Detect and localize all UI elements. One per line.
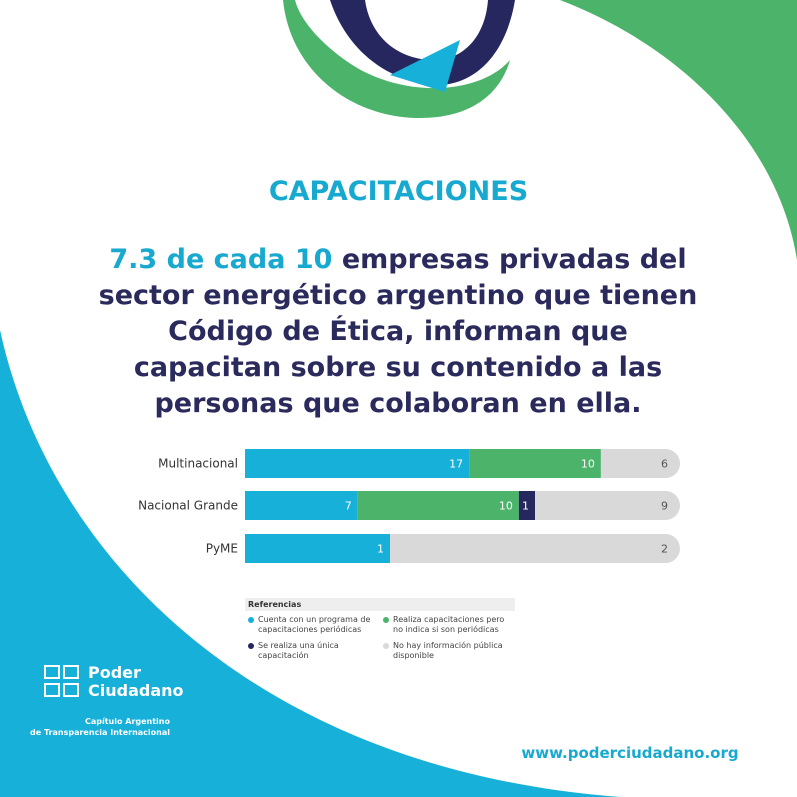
value-label: 1 bbox=[377, 543, 384, 556]
category-label: Nacional Grande bbox=[138, 499, 238, 513]
chart: Multinacional 17 10 6 Nacional Grande 7 10 1 9 Py… bbox=[138, 449, 680, 563]
website: www.poderciudadano.org bbox=[521, 744, 739, 762]
bar-segment bbox=[600, 449, 680, 478]
value-label: 2 bbox=[661, 543, 668, 556]
legend-item: Realiza capacitaciones pero no indica si… bbox=[380, 615, 515, 635]
section-title: CAPACITACIONES bbox=[268, 176, 529, 207]
value-label: 17 bbox=[449, 458, 463, 471]
headline-highlight: 7.3 de cada 10 bbox=[109, 244, 333, 275]
legend-swatch bbox=[248, 643, 254, 649]
chapter-line: Capítulo Argentino bbox=[84, 717, 170, 726]
legend-label: Realiza capacitaciones pero no indica si… bbox=[393, 615, 505, 634]
value-label: 7 bbox=[345, 500, 352, 513]
legend-label: Se realiza una única capacitación bbox=[258, 641, 339, 660]
legend: Referencias Cuenta con un programa de ca… bbox=[245, 598, 515, 667]
headline: 7.3 de cada 10 empresas privadas del sec… bbox=[98, 242, 698, 422]
bar-segment bbox=[245, 491, 358, 520]
legend-item: No hay información pública disponible bbox=[380, 641, 515, 661]
bar-segment bbox=[245, 449, 470, 478]
chapter: Capítulo Argentino de Transparencia Inter… bbox=[30, 716, 170, 738]
bar-segment bbox=[469, 449, 601, 478]
legend-title: Referencias bbox=[245, 598, 515, 611]
legend-swatch bbox=[383, 617, 389, 623]
legend-label: No hay información pública disponible bbox=[393, 641, 503, 660]
cyan-shape bbox=[0, 330, 620, 797]
value-label: 10 bbox=[499, 500, 513, 513]
logo-navy bbox=[330, 0, 515, 86]
bar-segment bbox=[245, 534, 390, 563]
value-label: 10 bbox=[581, 458, 595, 471]
legend-swatch bbox=[248, 617, 254, 623]
legend-item: Se realiza una única capacitación bbox=[245, 641, 380, 661]
logo-green bbox=[283, 0, 510, 118]
org-name: Poder Ciudadano bbox=[88, 663, 184, 700]
legend-label: Cuenta con un programa de capacitaciones… bbox=[258, 615, 371, 634]
value-label: 9 bbox=[661, 500, 668, 513]
green-shape bbox=[560, 0, 797, 260]
bar-segment bbox=[390, 534, 680, 563]
category-label: Multinacional bbox=[158, 457, 238, 471]
logo-cyan bbox=[390, 40, 460, 92]
headline-text: empresas privadas del sector energético … bbox=[98, 244, 698, 419]
bar-segment bbox=[357, 491, 519, 520]
footer-icon bbox=[44, 665, 79, 697]
value-label: 6 bbox=[661, 458, 668, 471]
legend-items: Cuenta con un programa de capacitaciones… bbox=[245, 611, 515, 667]
legend-swatch bbox=[383, 643, 389, 649]
bar-segment bbox=[535, 491, 680, 520]
chapter-line: de Transparencia Internacional bbox=[30, 728, 170, 737]
category-label: PyME bbox=[206, 542, 238, 556]
value-label: 1 bbox=[522, 500, 529, 513]
legend-item: Cuenta con un programa de capacitaciones… bbox=[245, 615, 380, 635]
bar-segment bbox=[518, 491, 535, 520]
